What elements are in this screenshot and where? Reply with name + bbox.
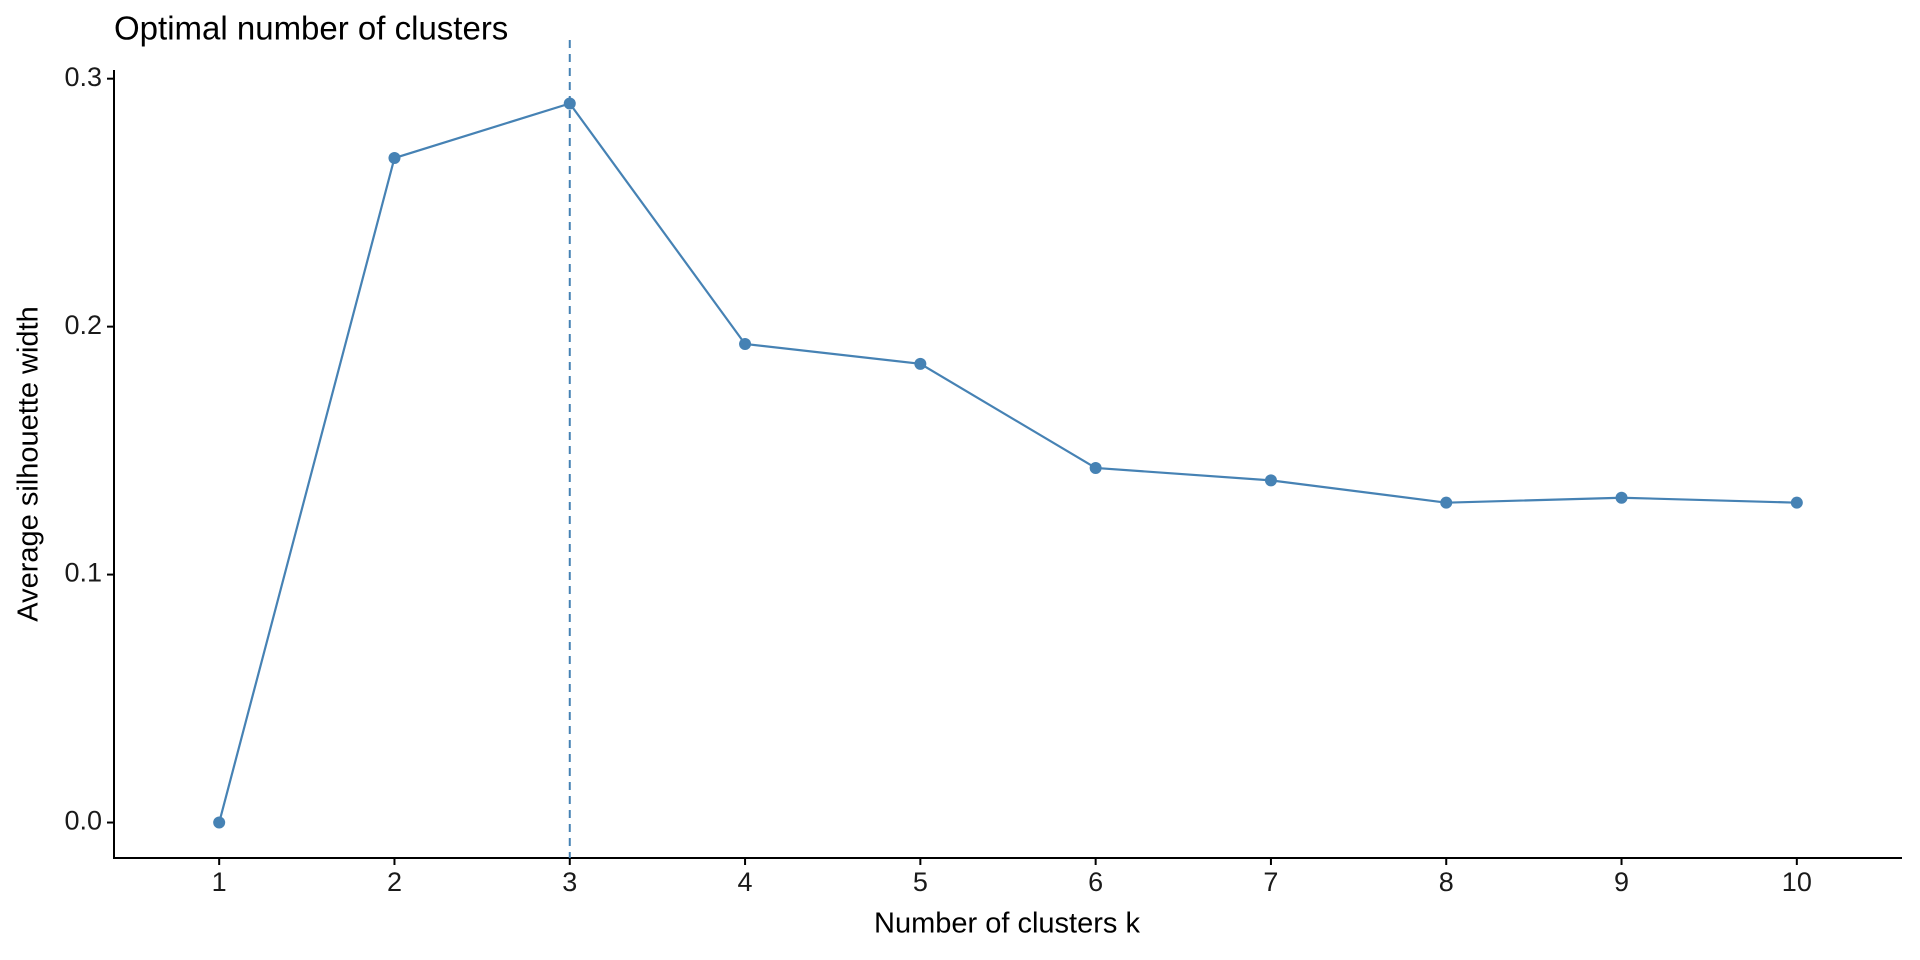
series-line [218, 102, 1797, 823]
x-tick-label: 10 [1782, 867, 1812, 897]
x-tick-label: 2 [387, 867, 402, 897]
x-tick-label: 9 [1614, 867, 1629, 897]
point [388, 152, 401, 165]
y-tick-label: 0.1 [64, 558, 102, 588]
point [914, 357, 927, 370]
point [1440, 496, 1453, 509]
point [1264, 474, 1277, 487]
point [213, 816, 226, 829]
point [739, 337, 752, 350]
y-tick-label: 0.2 [64, 310, 102, 340]
x-tick-label: 6 [1088, 867, 1103, 897]
x-tick-label: 5 [913, 867, 928, 897]
point [1089, 461, 1102, 474]
x-tick-label: 1 [212, 867, 227, 897]
y-tick-label: 0.0 [64, 806, 102, 836]
point [1615, 491, 1628, 504]
y-tick-label: 0.3 [64, 62, 102, 92]
x-tick-label: 4 [738, 867, 753, 897]
y-axis-label: Average silhouette width [13, 306, 45, 621]
point [563, 97, 576, 110]
x-tick-label: 7 [1263, 867, 1278, 897]
point [1790, 496, 1803, 509]
x-tick-label: 3 [562, 867, 577, 897]
x-axis-label: Number of clusters k [874, 908, 1140, 940]
x-tick-label: 8 [1439, 867, 1454, 897]
chart-title: Optimal number of clusters [114, 10, 508, 47]
